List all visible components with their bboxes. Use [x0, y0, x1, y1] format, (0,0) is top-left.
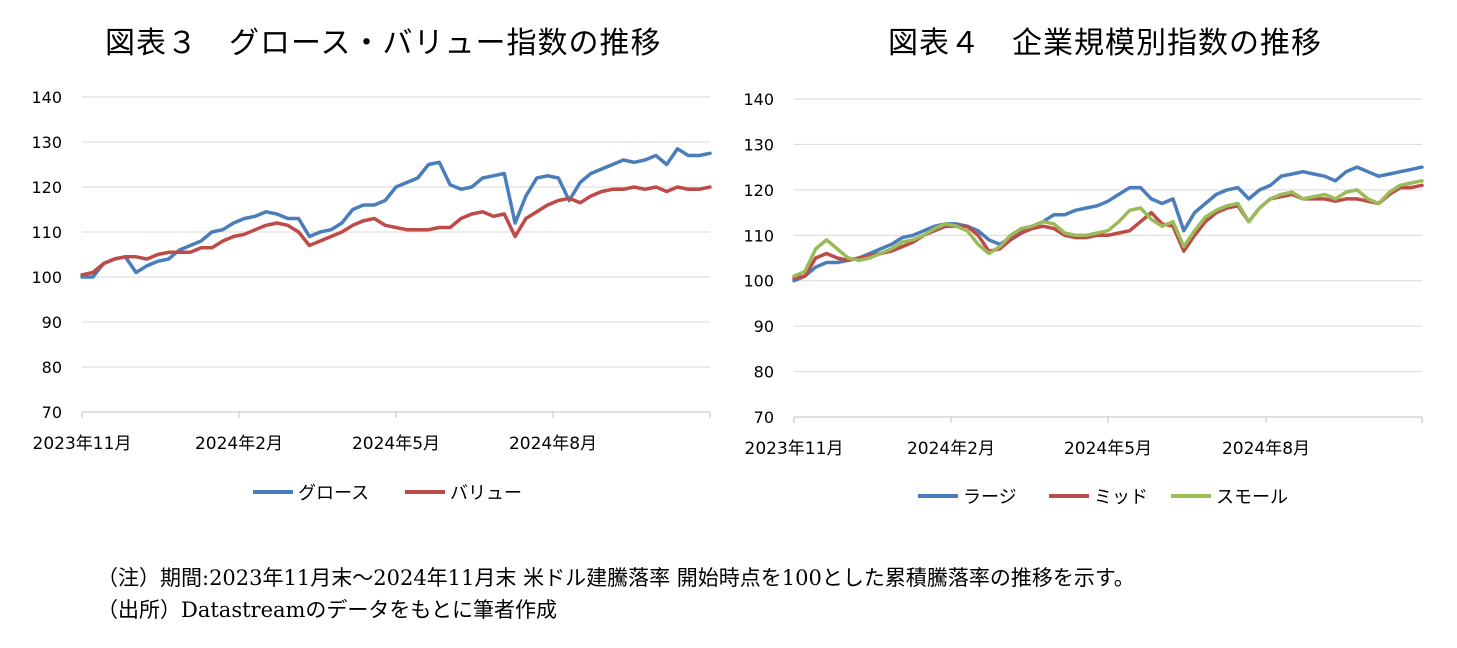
- y-tick-label-140: 140: [743, 90, 774, 109]
- x-tick-label-3: 2024年8月: [1222, 439, 1310, 459]
- growth-value-line-chart: 70 80 90 100 110 120 130 140 2023年11月 2024年2月 2024…: [31, 88, 712, 504]
- chart-title-company-size: 図表４ 企業規模別指数の推移: [888, 26, 1322, 61]
- x-tick-label-2: 2024年5月: [1064, 439, 1152, 459]
- legend-label-growth: グロース: [298, 483, 369, 504]
- x-tick-label-2: 2024年5月: [352, 434, 440, 454]
- series-line-small: [792, 179, 1424, 278]
- y-tick-label-70: 70: [754, 408, 774, 427]
- x-tick-label-1: 2024年2月: [195, 434, 283, 454]
- x-tick-label-3: 2024年8月: [509, 434, 597, 454]
- footnote-source: （出所）Datastreamのデータをもとに筆者作成: [97, 598, 558, 622]
- footnote-period: （注）期間:2023年11月末～2024年11月末 米ドル建騰落率 開始時点を1…: [97, 566, 1135, 590]
- series-line-mid: [792, 183, 1424, 281]
- y-tick-label-100: 100: [31, 268, 62, 287]
- y-tick-label-70: 70: [42, 403, 62, 422]
- legend-label-mid: ミッド: [1094, 487, 1148, 508]
- y-tick-label-110: 110: [31, 223, 62, 242]
- series-line-value: [80, 185, 712, 277]
- y-tick-label-130: 130: [743, 135, 774, 154]
- legend-label-value: バリュー: [450, 483, 522, 504]
- y-tick-label-130: 130: [31, 133, 62, 152]
- series-line-growth: [80, 147, 712, 279]
- y-tick-label-100: 100: [743, 272, 774, 291]
- y-tick-label-140: 140: [31, 88, 62, 107]
- y-tick-label-90: 90: [42, 313, 62, 332]
- legend-label-large: ラージ: [963, 487, 1017, 508]
- y-tick-label-120: 120: [31, 178, 62, 197]
- x-tick-label-0: 2023年11月: [745, 439, 844, 459]
- company-size-line-chart: 70 80 90 100 110 120 130 140 2023年11月 2024年2月 2024…: [743, 90, 1424, 508]
- legend-label-small: スモール: [1216, 487, 1288, 508]
- x-tick-label-1: 2024年2月: [907, 439, 995, 459]
- y-tick-label-120: 120: [743, 181, 774, 200]
- y-tick-label-90: 90: [754, 317, 774, 336]
- chart-title-growth-value: 図表３ グロース・バリュー指数の推移: [105, 26, 662, 61]
- y-tick-label-110: 110: [743, 226, 774, 245]
- series-line-large: [792, 165, 1424, 283]
- x-tick-label-0: 2023年11月: [33, 434, 132, 454]
- y-tick-label-80: 80: [42, 358, 62, 377]
- y-tick-label-80: 80: [754, 363, 774, 382]
